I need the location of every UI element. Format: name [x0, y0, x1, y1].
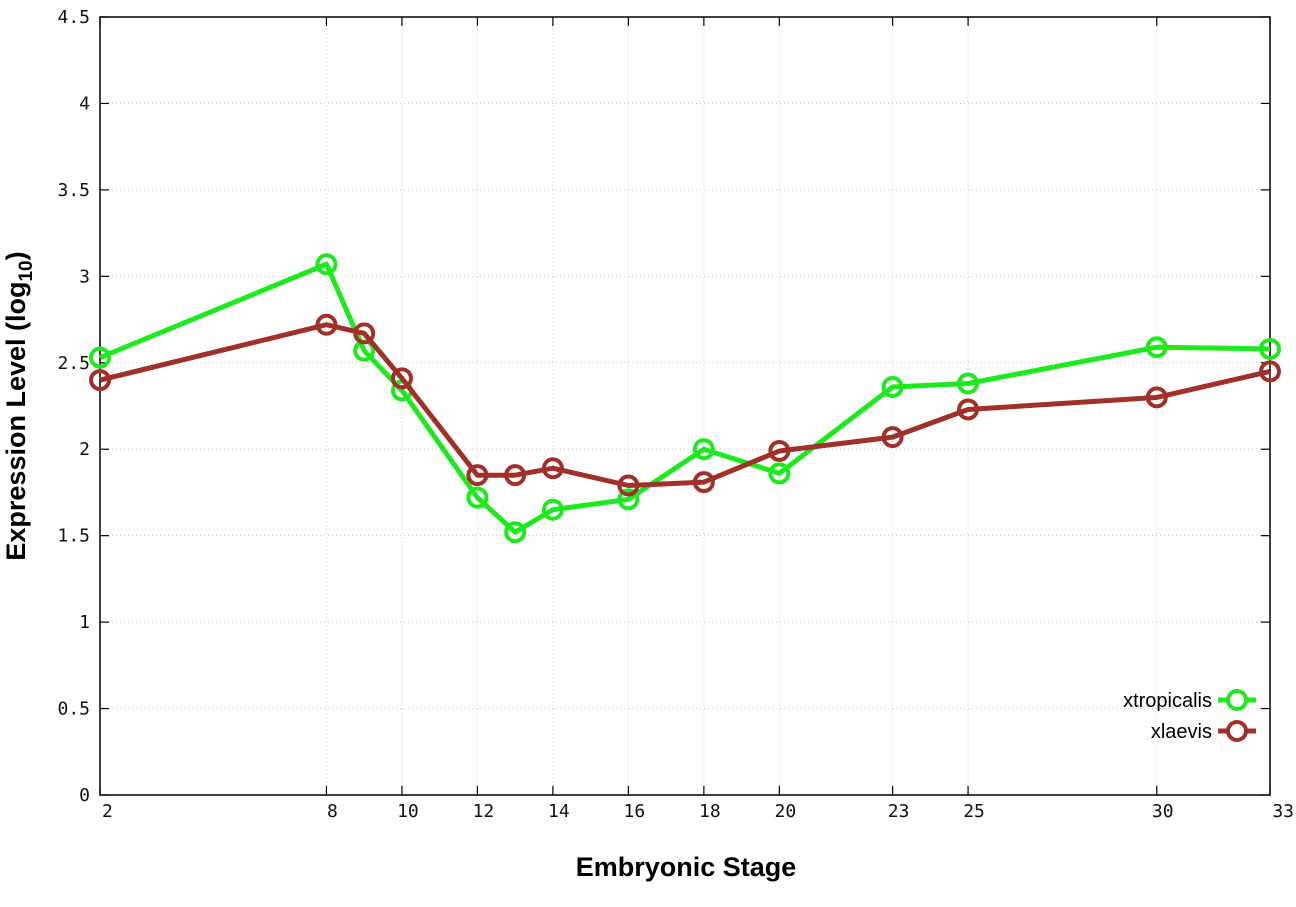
legend-item-xtropicalis: xtropicalis [1123, 689, 1256, 712]
data-point-xlaevis [541, 457, 564, 480]
y-tick-label: 4 [79, 93, 90, 114]
data-point-xlaevis [768, 439, 791, 462]
data-point-xlaevis [466, 464, 489, 487]
x-tick-label: 8 [327, 801, 338, 822]
data-point-xlaevis [881, 426, 904, 449]
ticks-layer: 0 0.5 1 1.5 2 2.5 3 3.5 4 4.5 2 8 10 12 14 16 18 20 23 25 30… [57, 7, 1294, 822]
data-point-xtropicalis [768, 462, 791, 485]
x-tick-label: 12 [473, 801, 495, 822]
x-tick-label: 20 [775, 801, 797, 822]
data-point-xlaevis [89, 369, 111, 392]
y-tick-label: 2.5 [57, 353, 90, 374]
grid-layer [100, 17, 1270, 795]
data-point-xtropicalis [957, 372, 980, 395]
legend-marker-swatch [1226, 720, 1248, 742]
plot-frame [99, 16, 1271, 796]
data-point-xtropicalis [1259, 337, 1281, 360]
series-xtropicalis [89, 253, 1281, 544]
data-point-xtropicalis [1145, 336, 1168, 359]
y-axis-title: Expression Level (log10) [1, 251, 37, 560]
y-tick-label: 1 [79, 612, 90, 633]
series-layer [89, 253, 1281, 544]
data-point-xlaevis [1259, 360, 1281, 383]
data-point-xlaevis [1145, 386, 1168, 409]
data-point-xtropicalis [881, 375, 904, 398]
x-tick-label: 10 [397, 801, 419, 822]
y-tick-label: 3.5 [57, 180, 90, 201]
y-tick-label: 3 [79, 266, 90, 287]
data-point-xtropicalis [315, 253, 338, 276]
y-tick-label: 4.5 [57, 7, 90, 28]
x-tick-label: 33 [1272, 801, 1294, 822]
legend: xtropicalis xlaevis [1123, 689, 1256, 743]
x-tick-label: 14 [548, 801, 570, 822]
y-axis-title-subscript: 10 [16, 260, 37, 281]
data-point-xtropicalis [541, 498, 564, 521]
x-tick-label: 23 [888, 801, 910, 822]
series-line-xtropicalis [99, 261, 1271, 535]
data-point-xlaevis [617, 474, 640, 497]
y-tick-label: 2 [79, 439, 90, 460]
data-point-xtropicalis [89, 346, 111, 369]
data-point-xlaevis [390, 367, 413, 390]
data-point-xlaevis [504, 464, 527, 487]
y-axis-title-close: ) [1, 251, 31, 260]
x-tick-label: 30 [1152, 801, 1174, 822]
legend-marker-swatch [1226, 689, 1248, 711]
series-xlaevis [89, 313, 1281, 497]
data-point-xtropicalis [617, 488, 640, 511]
data-point-xtropicalis [504, 521, 527, 544]
x-tick-label: 18 [699, 801, 721, 822]
y-tick-label: 1.5 [57, 526, 90, 547]
legend-item-xlaevis: xlaevis [1151, 720, 1256, 743]
y-axis-title-main: Expression Level (log [1, 282, 31, 561]
legend-label: xlaevis [1151, 721, 1212, 743]
data-point-xlaevis [315, 313, 338, 336]
data-point-xlaevis [692, 471, 715, 494]
data-point-xlaevis [957, 398, 980, 421]
x-tick-label: 2 [102, 801, 113, 822]
y-tick-label: 0.5 [57, 699, 90, 720]
y-tick-label: 0 [79, 785, 90, 806]
legend-label: xtropicalis [1123, 690, 1212, 712]
x-tick-label: 16 [624, 801, 646, 822]
x-axis-title: Embryonic Stage [576, 852, 797, 882]
data-point-xtropicalis [692, 438, 715, 461]
x-tick-label: 25 [963, 801, 985, 822]
data-point-xlaevis [353, 322, 376, 345]
data-point-xtropicalis [466, 486, 489, 509]
